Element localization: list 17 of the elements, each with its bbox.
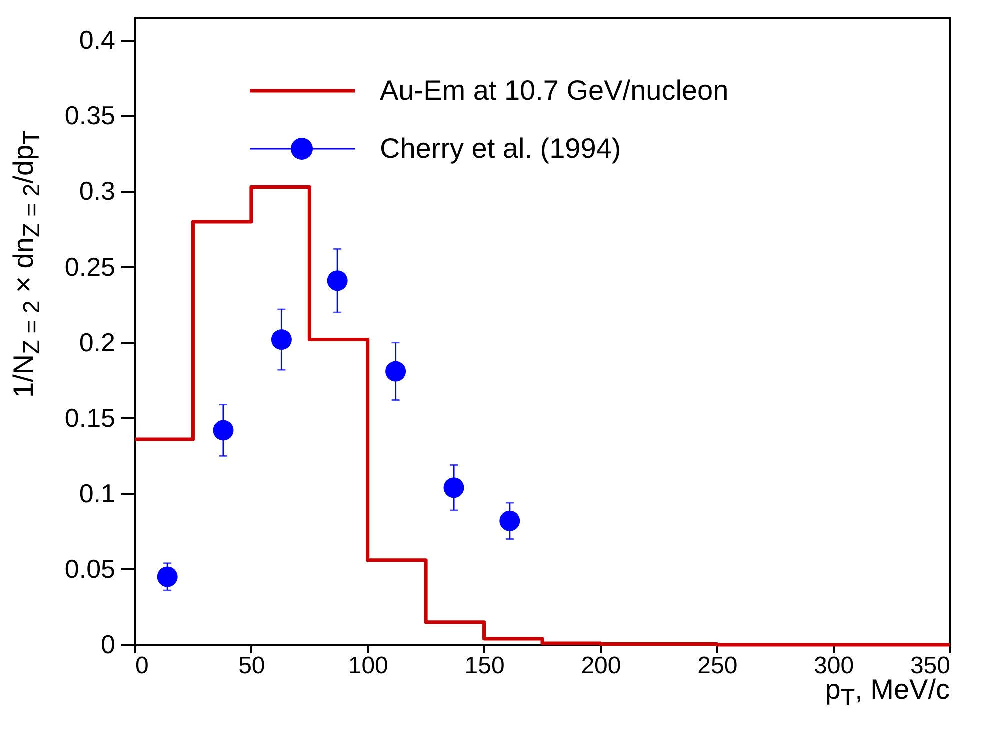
legend-label: Au-Em at 10.7 GeV/nucleon bbox=[380, 75, 729, 107]
x-tick-label: 100 bbox=[348, 652, 388, 680]
y-tick-label: 0.15 bbox=[64, 402, 116, 433]
y-tick-label: 0.25 bbox=[64, 252, 116, 282]
y-tick-label: 0.05 bbox=[64, 554, 116, 584]
y-tick-label: 0 bbox=[101, 630, 116, 660]
y-tick-label: 0.4 bbox=[79, 25, 116, 56]
x-tick-label: 150 bbox=[464, 652, 505, 680]
x-tick-label: 50 bbox=[238, 652, 266, 680]
x-tick-label: 0 bbox=[136, 652, 149, 680]
y-tick-label: 0.1 bbox=[79, 478, 116, 508]
y-tick-label: 0.35 bbox=[64, 100, 116, 131]
x-tick-label: 250 bbox=[698, 652, 738, 680]
y-tick-label: 0.3 bbox=[79, 176, 116, 206]
legend-label: Cherry et al. (1994) bbox=[380, 133, 622, 165]
x-tick-label: 200 bbox=[581, 652, 622, 680]
y-tick-label: 0.2 bbox=[79, 327, 116, 358]
